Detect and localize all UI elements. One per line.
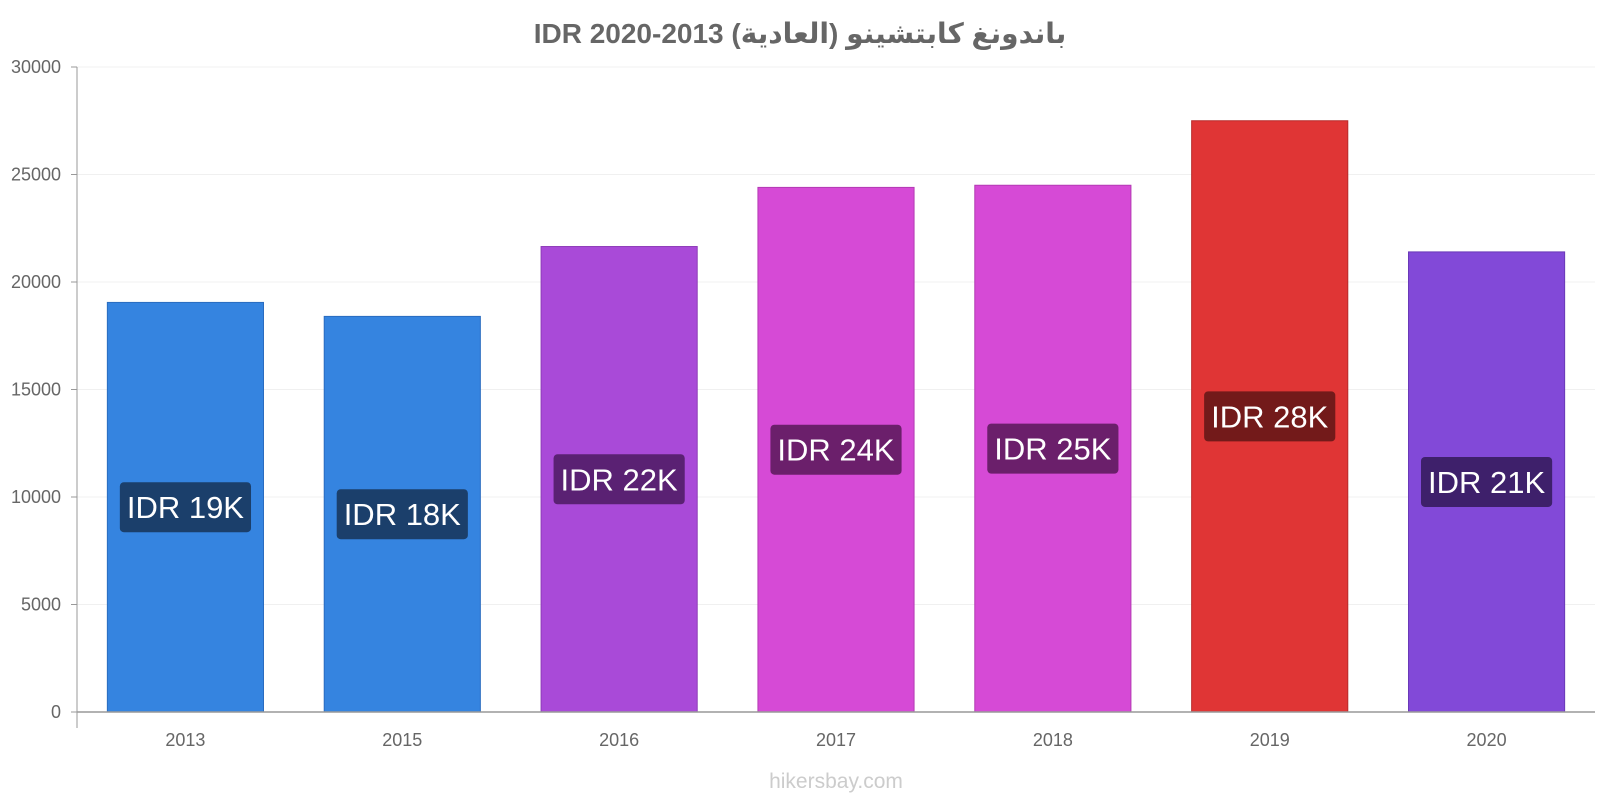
data-label-box	[1420, 456, 1553, 507]
data-label-box	[1204, 391, 1336, 442]
chart-title: باندونغ كابتشينو (العادية) IDR 2020-2013	[534, 18, 1067, 50]
data-label-2018: IDR 25K	[994, 432, 1111, 467]
data-label-box	[770, 424, 902, 475]
x-tick-label: 2015	[382, 730, 422, 750]
x-tick-label: 2019	[1250, 730, 1290, 750]
y-tick-label: 10000	[11, 487, 61, 507]
data-label-2015: IDR 18K	[344, 497, 461, 532]
x-tick-label: 2020	[1467, 730, 1507, 750]
bars	[106, 120, 1566, 713]
data-label-2016: IDR 22K	[561, 462, 678, 497]
y-tick-label: 5000	[21, 595, 61, 615]
footer-watermark: hikersbay.com	[769, 770, 903, 793]
x-tick-label: 2017	[816, 730, 856, 750]
y-tick-label: 30000	[11, 57, 61, 77]
y-axis: 0 5000 10000 15000 20000 25000 30000	[11, 57, 78, 728]
x-axis: 2013 2015 2016 2017 2018 2019 2020	[77, 711, 1595, 750]
y-tick-label: 25000	[11, 165, 61, 185]
y-tick-label: 0	[51, 702, 61, 722]
data-label-2020: IDR 21K	[1428, 465, 1545, 500]
data-label-2013: IDR 19K	[127, 490, 244, 525]
x-tick-label: 2016	[599, 730, 639, 750]
x-tick-label: 2013	[165, 730, 205, 750]
y-tick-label: 20000	[11, 272, 61, 292]
data-label-box	[119, 482, 252, 533]
data-label-box	[336, 489, 468, 540]
y-tick-label: 15000	[11, 380, 61, 400]
data-label-2019: IDR 28K	[1211, 399, 1328, 434]
data-labels: IDR 19K IDR 18K IDR 22K IDR 24K IDR 25K IDR 2…	[119, 391, 1553, 540]
data-label-box	[553, 454, 685, 505]
data-label-2017: IDR 24K	[777, 433, 894, 468]
data-label-box	[987, 423, 1119, 474]
x-tick-label: 2018	[1033, 730, 1073, 750]
